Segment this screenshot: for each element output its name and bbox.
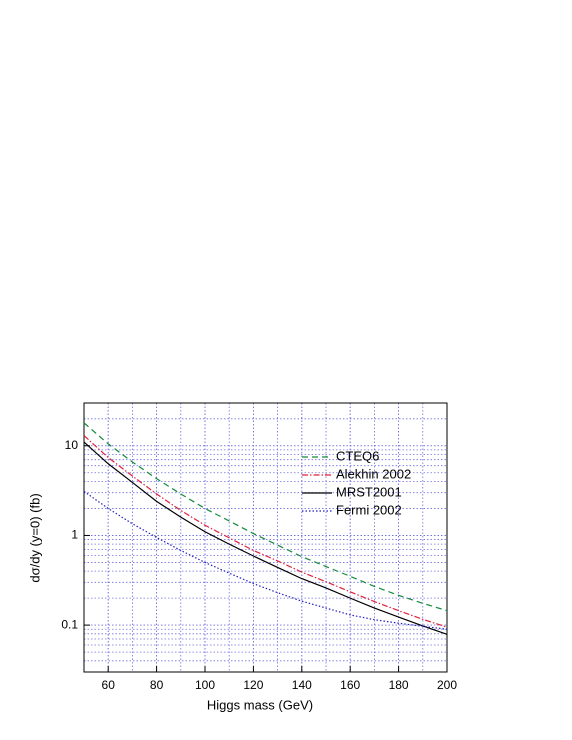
plot-frame — [83, 402, 448, 673]
x-tick-label: 160 — [340, 678, 360, 692]
series-line — [83, 441, 448, 635]
x-tick-label: 120 — [243, 678, 263, 692]
series-line — [83, 435, 448, 628]
x-tick-label: 100 — [195, 678, 215, 692]
x-axis-label: Higgs mass (GeV) — [207, 697, 313, 712]
x-tick-label: 140 — [292, 678, 312, 692]
x-tick-label: 180 — [389, 678, 409, 692]
x-tick-label: 200 — [437, 678, 457, 692]
legend-label: Alekhin 2002 — [336, 466, 411, 481]
y-tick-label: 10 — [65, 438, 79, 452]
y-tick-label: 1 — [71, 528, 78, 542]
legend-label: Fermi 2002 — [336, 502, 402, 517]
x-tick-label: 80 — [150, 678, 164, 692]
y-axis-label: dσ/dy (y=0) (fb) — [27, 493, 42, 582]
x-tick-label: 60 — [102, 678, 116, 692]
legend-label: CTEQ6 — [336, 448, 379, 463]
legend-label: MRST2001 — [336, 484, 402, 499]
y-tick-label: 0.1 — [61, 617, 78, 631]
